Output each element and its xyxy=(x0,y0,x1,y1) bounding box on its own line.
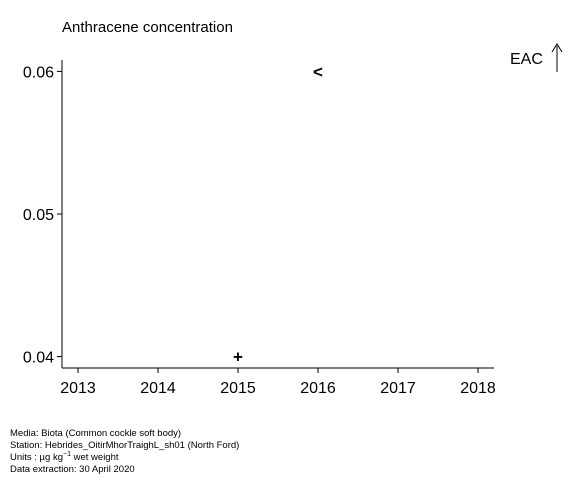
x-tick-label: 2017 xyxy=(380,380,416,397)
x-tick-label: 2013 xyxy=(60,380,96,397)
data-point: < xyxy=(313,62,323,81)
eac-label: EAC xyxy=(510,51,543,68)
x-tick-label: 2016 xyxy=(300,380,336,397)
y-tick-group: 0.04 0.05 0.06 xyxy=(23,64,62,367)
footer-units-exponent: −1 xyxy=(63,451,71,458)
data-point: + xyxy=(233,348,243,367)
x-tick-label: 2014 xyxy=(140,380,176,397)
footer-station: Station: Hebrides_OitirMhorTraighL_sh01 … xyxy=(10,440,240,451)
x-tick-group: 2013 2014 2015 2016 2017 2018 xyxy=(60,368,496,397)
footer-units: Units : µg kg−1 wet weight xyxy=(10,451,239,464)
footer-media: Media: Biota (Common cockle soft body) xyxy=(10,428,182,439)
y-tick-label: 0.05 xyxy=(23,207,54,224)
y-tick-label: 0.04 xyxy=(23,350,54,367)
chart-title: Anthracene concentration xyxy=(62,19,233,36)
footer-units-prefix: Units : µg kg xyxy=(10,452,63,463)
x-tick-label: 2015 xyxy=(220,380,256,397)
data-points: +< xyxy=(233,62,323,366)
footer-extraction: Data extraction: 30 April 2020 xyxy=(10,464,135,475)
footer-units-suffix: wet weight xyxy=(70,452,119,463)
eac-arrow-icon xyxy=(551,43,563,72)
footer-notes: Media: Biota (Common cockle soft body) S… xyxy=(10,428,239,476)
y-tick-label: 0.06 xyxy=(23,64,54,81)
x-tick-label: 2018 xyxy=(460,380,496,397)
